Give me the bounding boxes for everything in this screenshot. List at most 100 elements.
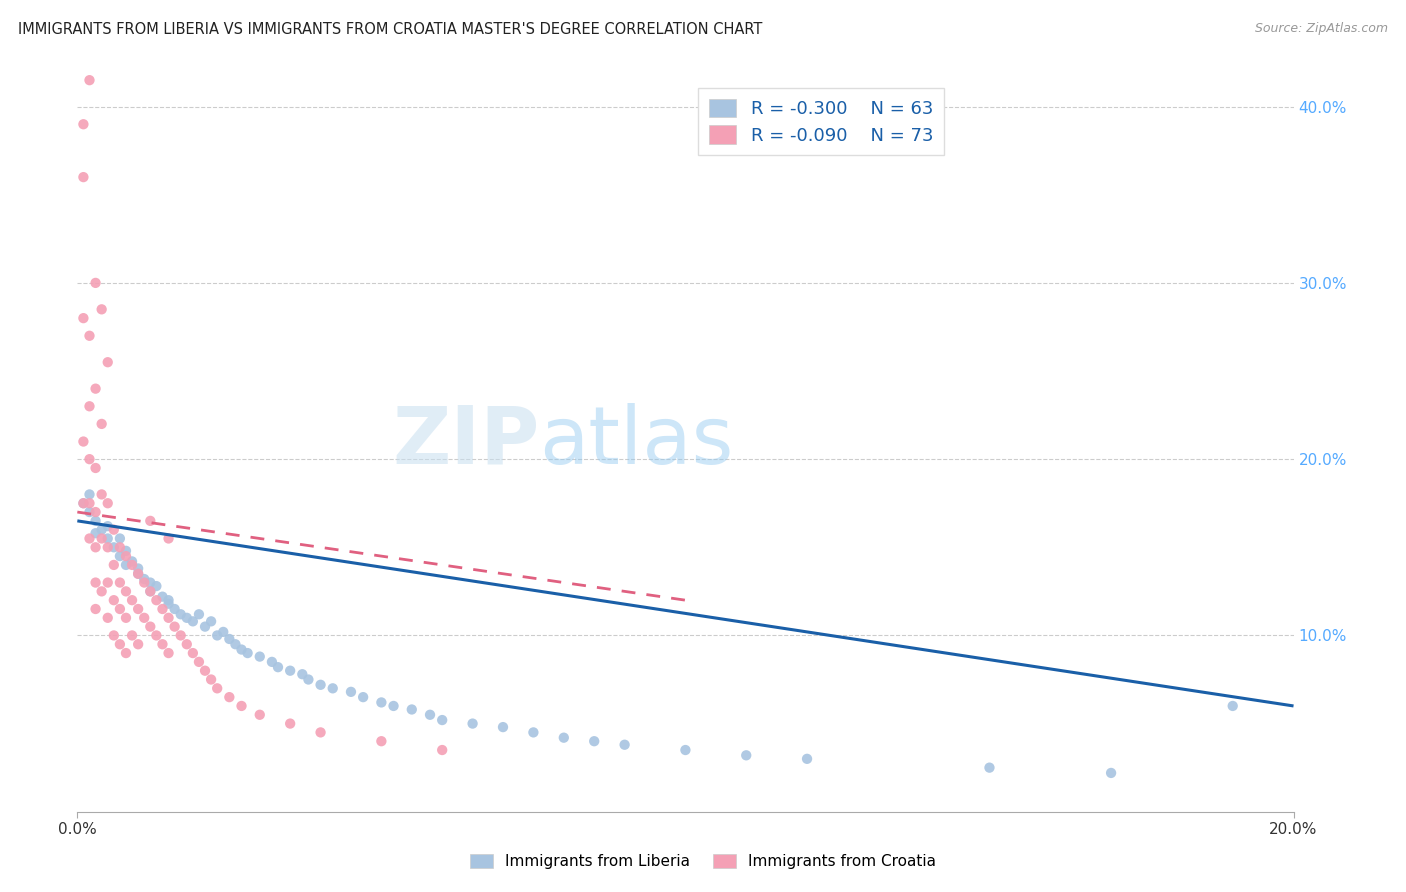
Point [188,607,211,622]
Point [157,593,180,607]
Point [291,667,314,681]
Point [139,575,162,590]
Point [278,664,301,678]
Point [90,532,112,546]
Point [170,607,193,622]
Point [200,673,222,687]
Point [72,434,94,449]
Point [139,584,162,599]
Point [194,664,217,678]
Point [370,695,392,709]
Point [218,632,240,646]
Point [97,541,120,555]
Point [205,628,228,642]
Point [139,514,162,528]
Point [108,637,131,651]
Legend: Immigrants from Liberia, Immigrants from Croatia: Immigrants from Liberia, Immigrants from… [464,848,942,875]
Point [194,619,217,633]
Point [432,743,454,757]
Point [205,681,228,696]
Point [115,584,138,599]
Point [103,558,125,572]
Point [218,690,240,705]
Point [188,655,211,669]
Point [461,716,484,731]
Text: Source: ZipAtlas.com: Source: ZipAtlas.com [1254,22,1388,36]
Point [382,698,405,713]
Point [675,743,697,757]
Point [613,738,636,752]
Point [1099,766,1122,780]
Point [1222,698,1244,713]
Point [163,602,186,616]
Point [121,628,143,642]
Point [522,725,544,739]
Text: ZIP: ZIP [392,402,540,481]
Point [115,544,138,558]
Point [134,611,156,625]
Point [583,734,606,748]
Point [157,532,180,546]
Point [84,276,107,290]
Point [157,646,180,660]
Point [72,170,94,185]
Point [84,575,107,590]
Point [90,302,112,317]
Point [249,707,271,722]
Point [127,602,149,616]
Y-axis label: Master's Degree: Master's Degree [0,379,7,504]
Point [181,646,204,660]
Point [145,593,167,607]
Point [108,602,131,616]
Point [152,602,174,616]
Point [157,611,180,625]
Point [127,637,149,651]
Point [72,311,94,326]
Point [260,655,283,669]
Point [236,646,259,660]
Point [72,117,94,131]
Point [108,575,131,590]
Point [103,628,125,642]
Point [79,399,101,413]
Point [176,611,198,625]
Point [340,685,363,699]
Point [79,505,101,519]
Point [134,572,156,586]
Point [115,646,138,660]
Point [108,549,131,563]
Point [139,584,162,599]
Point [84,526,107,541]
Text: atlas: atlas [540,402,734,481]
Point [115,611,138,625]
Point [79,532,101,546]
Point [84,514,107,528]
Point [212,624,235,639]
Point [979,761,1001,775]
Point [115,549,138,563]
Point [134,575,156,590]
Text: IMMIGRANTS FROM LIBERIA VS IMMIGRANTS FROM CROATIA MASTER'S DEGREE CORRELATION C: IMMIGRANTS FROM LIBERIA VS IMMIGRANTS FR… [18,22,762,37]
Point [103,541,125,555]
Point [267,660,290,674]
Point [127,566,149,581]
Point [492,720,515,734]
Point [176,637,198,651]
Point [145,579,167,593]
Point [401,702,423,716]
Point [231,642,253,657]
Point [157,597,180,611]
Point [163,619,186,633]
Point [79,452,101,467]
Point [84,505,107,519]
Point [796,752,818,766]
Point [145,628,167,642]
Point [97,611,120,625]
Point [152,637,174,651]
Point [278,716,301,731]
Point [72,496,94,510]
Point [139,619,162,633]
Point [224,637,246,651]
Point [370,734,392,748]
Point [84,461,107,475]
